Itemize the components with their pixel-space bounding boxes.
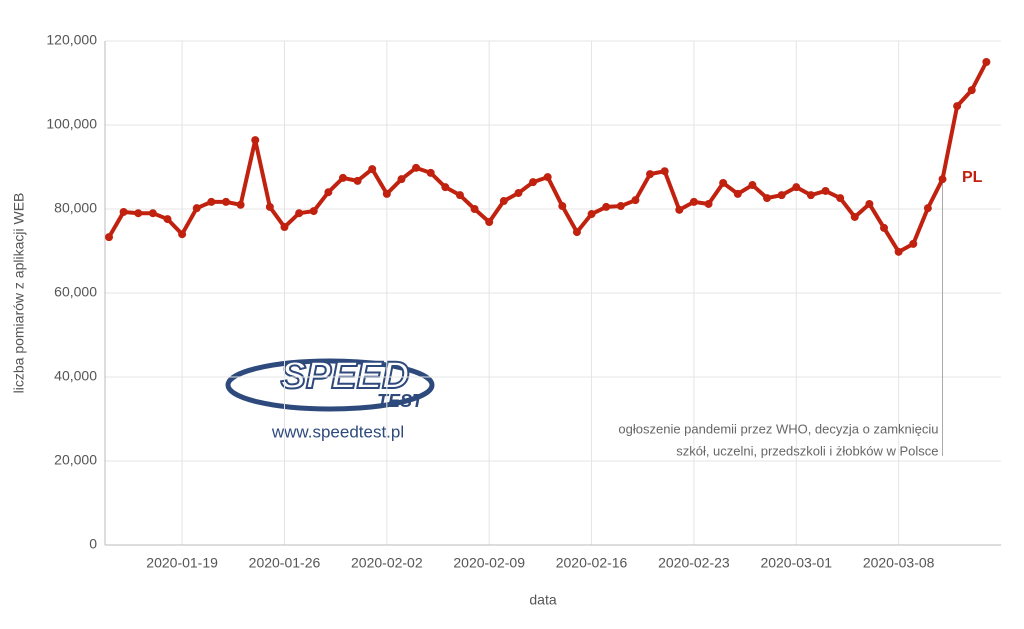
data-point: [719, 178, 728, 187]
data-point: [953, 102, 962, 111]
data-point: [572, 228, 581, 237]
data-point: [397, 175, 406, 184]
data-point: [309, 207, 318, 216]
x-tick-label: 2020-03-01: [760, 555, 832, 571]
y-tick-label: 0: [89, 536, 97, 552]
data-point: [529, 178, 538, 187]
x-axis-label: data: [529, 592, 556, 608]
data-point: [967, 86, 976, 95]
x-tick-label: 2020-02-23: [658, 555, 730, 571]
data-point: [134, 209, 143, 218]
data-point: [221, 197, 230, 206]
data-point: [938, 175, 947, 184]
data-point: [455, 191, 464, 200]
data-point: [368, 165, 377, 174]
data-point: [105, 233, 113, 242]
logo: SPEED TEST www.speedtest.pl: [225, 354, 435, 441]
data-point: [148, 209, 157, 218]
x-tick-label: 2020-02-16: [556, 555, 628, 571]
data-point: [280, 223, 289, 232]
data-point: [412, 163, 421, 172]
data-point: [178, 230, 187, 239]
data-point: [836, 194, 845, 203]
data-point: [923, 204, 932, 213]
annotation-text: ogłoszenie pandemii przez WHO, decyzja o…: [618, 421, 938, 436]
y-axis-label: liczba pomiarów z aplikacji WEB: [11, 193, 27, 394]
data-point: [265, 202, 274, 211]
logo-url: www.speedtest.pl: [271, 422, 404, 441]
annotation-text: szkół, uczelni, przedszkoli i żłobków w …: [676, 443, 938, 458]
data-point: [733, 189, 742, 198]
data-point: [763, 194, 772, 203]
data-point: [602, 202, 611, 211]
logo-bottom: TEST: [377, 391, 425, 411]
data-point: [777, 191, 786, 200]
data-point: [850, 212, 859, 221]
data-point: [704, 199, 713, 208]
x-tick-label: 2020-01-26: [249, 555, 321, 571]
x-tick-label: 2020-02-09: [453, 555, 525, 571]
y-tick-label: 20,000: [54, 452, 97, 468]
data-point: [880, 223, 889, 232]
data-point: [192, 204, 201, 213]
data-point: [441, 183, 450, 192]
data-point: [587, 210, 596, 219]
x-tick-label: 2020-01-19: [146, 555, 218, 571]
data-point: [338, 173, 347, 182]
data-point: [616, 202, 625, 211]
data-point: [382, 189, 391, 198]
data-point: [909, 239, 918, 248]
data-point: [251, 136, 260, 145]
data-point: [470, 205, 479, 213]
y-tick-label: 120,000: [46, 32, 97, 48]
data-point: [982, 58, 991, 66]
data-point: [485, 218, 494, 227]
y-tick-label: 60,000: [54, 284, 97, 300]
data-point: [324, 188, 333, 197]
data-point: [499, 197, 508, 206]
data-point: [558, 202, 567, 211]
data-point: [821, 186, 830, 195]
data-point: [894, 247, 903, 256]
data-point: [660, 167, 669, 176]
data-point: [163, 215, 172, 224]
series-line: [107, 61, 989, 254]
data-point: [806, 191, 815, 200]
data-point: [675, 205, 684, 214]
data-point: [119, 207, 128, 216]
logo-swoosh: [225, 358, 435, 412]
data-point: [792, 183, 801, 192]
x-tick-label: 2020-03-08: [863, 555, 935, 571]
y-tick-label: 40,000: [54, 368, 97, 384]
data-point: [514, 189, 523, 198]
series-label: PL: [962, 169, 983, 186]
logo-top: SPEED: [281, 355, 410, 397]
data-point: [865, 199, 874, 208]
data-point: [207, 197, 216, 206]
data-point: [353, 176, 362, 185]
data-point: [543, 173, 552, 182]
data-point: [748, 181, 757, 190]
data-point: [646, 170, 655, 179]
y-tick-label: 80,000: [54, 200, 97, 216]
y-tick-label: 100,000: [46, 116, 97, 132]
data-point: [426, 168, 435, 177]
data-point: [631, 196, 640, 205]
x-tick-label: 2020-02-02: [351, 555, 423, 571]
data-point: [236, 200, 245, 209]
data-point: [295, 209, 304, 218]
data-point: [689, 197, 698, 206]
